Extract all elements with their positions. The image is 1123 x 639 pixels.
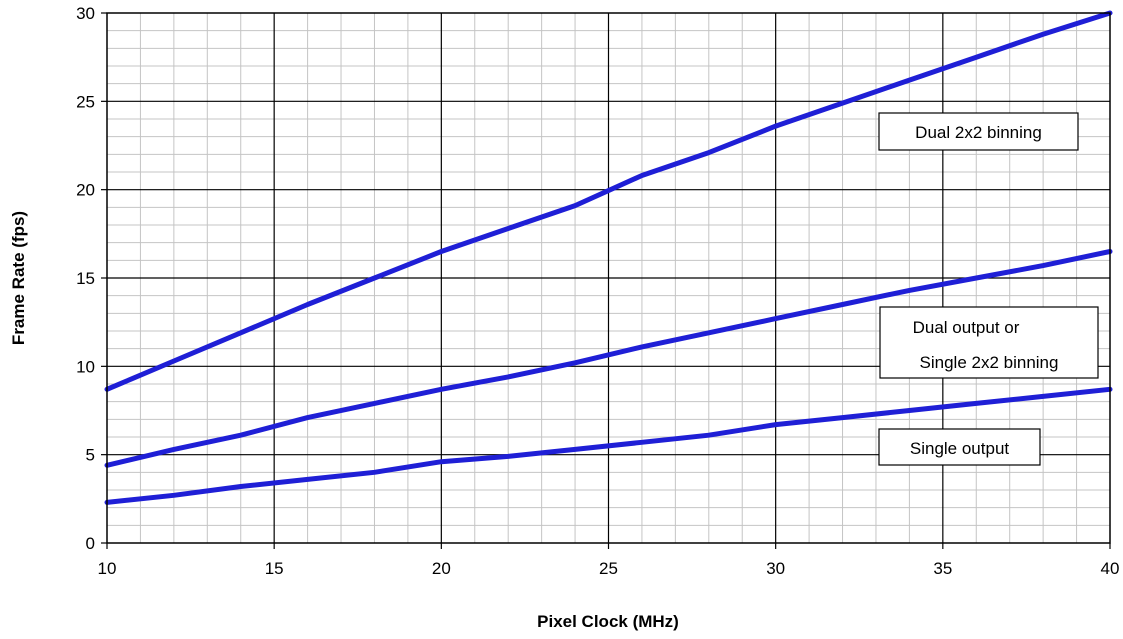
annotation-dual-2x2-binning: Dual 2x2 binning (878, 112, 1079, 151)
y-tick-labels: 0 5 10 15 20 25 30 (76, 4, 95, 553)
y-tick-label: 15 (76, 269, 95, 288)
annotation-line: Dual 2x2 binning (915, 123, 1042, 142)
x-tick-label: 30 (766, 559, 785, 578)
series-line-3 (104, 386, 1113, 505)
annotation-single-output: Single output (878, 428, 1041, 466)
series-line-1 (104, 10, 1113, 392)
annotation-line: Dual output or (913, 318, 1020, 337)
series-layer (104, 10, 1113, 505)
x-tick-marks (106, 543, 1111, 549)
annotation-line: Single 2x2 binning (920, 353, 1059, 372)
x-tick-label: 25 (599, 559, 618, 578)
annotation-line: Single output (910, 439, 1010, 458)
y-tick-label: 30 (76, 4, 95, 23)
x-tick-label: 40 (1101, 559, 1120, 578)
series-line-2 (104, 249, 1113, 468)
y-tick-label: 20 (76, 181, 95, 200)
x-axis-title: Pixel Clock (MHz) (537, 612, 679, 631)
annotation-dual-output-or-single-2x2: Dual output or Single 2x2 binning (879, 306, 1099, 379)
y-tick-marks (101, 12, 107, 544)
x-tick-labels: 10 15 20 25 30 35 40 (98, 559, 1120, 578)
y-axis-title: Frame Rate (fps) (9, 211, 28, 345)
y-tick-label: 0 (86, 534, 95, 553)
y-tick-label: 5 (86, 446, 95, 465)
y-tick-label: 25 (76, 92, 95, 111)
y-tick-label: 10 (76, 357, 95, 376)
x-tick-label: 15 (265, 559, 284, 578)
x-tick-label: 20 (432, 559, 451, 578)
x-tick-label: 10 (98, 559, 117, 578)
x-tick-label: 35 (933, 559, 952, 578)
